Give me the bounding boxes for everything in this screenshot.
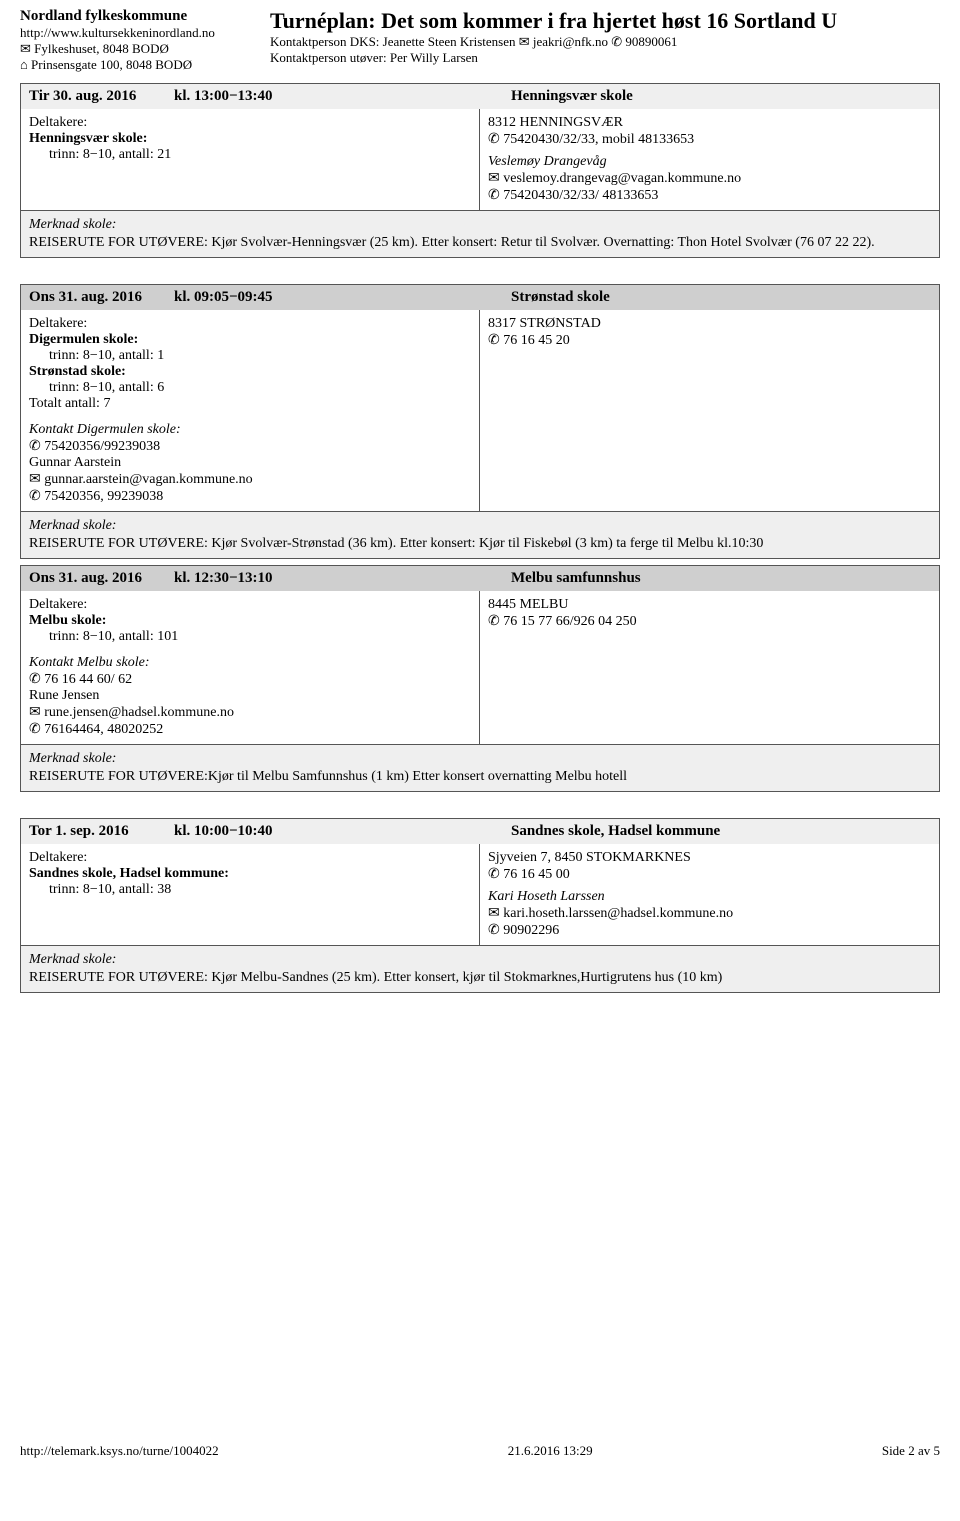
venue-address: 8445 MELBU <box>488 597 931 613</box>
event-venue: 8445 MELBU ✆ 76 15 77 66/926 04 250 <box>480 591 939 744</box>
participants-label: Deltakere: <box>29 316 471 332</box>
venue-phone: ✆ 76 16 45 00 <box>488 866 931 883</box>
participants-label: Deltakere: <box>29 850 471 866</box>
org-info: Nordland fylkeskommune http://www.kultur… <box>20 8 240 73</box>
note-label: Merknad skole: <box>29 518 931 534</box>
contact-person-email: ✉ kari.hoseth.larssen@hadsel.kommune.no <box>488 905 931 922</box>
school-detail: trinn: 8−10, antall: 38 <box>29 882 471 898</box>
school-contact-email: ✉ rune.jensen@hadsel.kommune.no <box>29 704 471 721</box>
main-title: Turnéplan: Det som kommer i fra hjertet … <box>270 8 940 34</box>
footer-page: Side 2 av 5 <box>882 1443 940 1459</box>
event-location: Melbu samfunnshus <box>511 570 931 587</box>
title-block: Turnéplan: Det som kommer i fra hjertet … <box>240 8 940 73</box>
school-name: Sandnes skole, Hadsel kommune: <box>29 866 471 882</box>
event-body: Deltakere: Henningsvær skole: trinn: 8−1… <box>21 109 939 210</box>
note-text: REISERUTE FOR UTØVERE: Kjør Svolvær-Henn… <box>29 235 931 251</box>
event-participants: Deltakere: Henningsvær skole: trinn: 8−1… <box>21 109 480 210</box>
event-date: Tir 30. aug. 2016 <box>29 88 174 105</box>
note-text: REISERUTE FOR UTØVERE:Kjør til Melbu Sam… <box>29 769 931 785</box>
school-contact-phone2: ✆ 76164464, 48020252 <box>29 721 471 738</box>
event-note: Merknad skole: REISERUTE FOR UTØVERE: Kj… <box>21 210 939 257</box>
school-name: Strønstad skole: <box>29 364 471 380</box>
note-label: Merknad skole: <box>29 952 931 968</box>
school-detail: trinn: 8−10, antall: 6 <box>29 380 471 396</box>
participants-label: Deltakere: <box>29 597 471 613</box>
document-header: Nordland fylkeskommune http://www.kultur… <box>20 8 940 73</box>
school-contact-phone: ✆ 75420356/99239038 <box>29 438 471 455</box>
school-detail: trinn: 8−10, antall: 101 <box>29 629 471 645</box>
event-block: Tor 1. sep. 2016 kl. 10:00−10:40 Sandnes… <box>20 818 940 993</box>
event-venue: 8317 STRØNSTAD ✆ 76 16 45 20 <box>480 310 939 511</box>
event-block: Ons 31. aug. 2016 kl. 12:30−13:10 Melbu … <box>20 565 940 792</box>
footer-url: http://telemark.ksys.no/turne/1004022 <box>20 1443 219 1459</box>
school-name: Digermulen skole: <box>29 332 471 348</box>
event-venue: Sjyveien 7, 8450 STOKMARKNES ✆ 76 16 45 … <box>480 844 939 945</box>
event-date: Ons 31. aug. 2016 <box>29 570 174 587</box>
footer-date: 21.6.2016 13:29 <box>508 1443 593 1459</box>
note-label: Merknad skole: <box>29 217 931 233</box>
school-name: Henningsvær skole: <box>29 131 471 147</box>
event-participants: Deltakere: Melbu skole: trinn: 8−10, ant… <box>21 591 480 744</box>
school-contact-name: Rune Jensen <box>29 688 471 704</box>
org-address-2: ⌂ Prinsensgate 100, 8048 BODØ <box>20 57 240 73</box>
venue-phone: ✆ 76 15 77 66/926 04 250 <box>488 613 931 630</box>
contact-person-name: Veslemøy Drangevåg <box>488 154 931 170</box>
contact-person-name: Kari Hoseth Larssen <box>488 889 931 905</box>
event-body: Deltakere: Melbu skole: trinn: 8−10, ant… <box>21 591 939 744</box>
event-venue: 8312 HENNINGSVÆR ✆ 75420430/32/33, mobil… <box>480 109 939 210</box>
event-block: Ons 31. aug. 2016 kl. 09:05−09:45 Strøns… <box>20 284 940 559</box>
org-name: Nordland fylkeskommune <box>20 8 240 25</box>
note-label: Merknad skole: <box>29 751 931 767</box>
event-time: kl. 13:00−13:40 <box>174 88 511 105</box>
event-body: Deltakere: Digermulen skole: trinn: 8−10… <box>21 310 939 511</box>
event-header: Ons 31. aug. 2016 kl. 09:05−09:45 Strøns… <box>21 285 939 310</box>
page-footer: http://telemark.ksys.no/turne/1004022 21… <box>20 1443 940 1459</box>
event-location: Sandnes skole, Hadsel kommune <box>511 823 931 840</box>
school-contact-name: Gunnar Aarstein <box>29 455 471 471</box>
event-date: Tor 1. sep. 2016 <box>29 823 174 840</box>
venue-address: 8317 STRØNSTAD <box>488 316 931 332</box>
venue-phone: ✆ 76 16 45 20 <box>488 332 931 349</box>
contact-person-phone: ✆ 75420430/32/33/ 48133653 <box>488 187 931 204</box>
event-block: Tir 30. aug. 2016 kl. 13:00−13:40 Hennin… <box>20 83 940 258</box>
contact-performer: Kontaktperson utøver: Per Willy Larsen <box>270 50 940 66</box>
contact-person-email: ✉ veslemoy.drangevag@vagan.kommune.no <box>488 170 931 187</box>
event-participants: Deltakere: Sandnes skole, Hadsel kommune… <box>21 844 480 945</box>
school-contact-phone2: ✆ 75420356, 99239038 <box>29 488 471 505</box>
school-detail: trinn: 8−10, antall: 21 <box>29 147 471 163</box>
contact-person-phone: ✆ 90902296 <box>488 922 931 939</box>
total-count: Totalt antall: 7 <box>29 396 471 412</box>
school-contact-phone: ✆ 76 16 44 60/ 62 <box>29 671 471 688</box>
event-note: Merknad skole: REISERUTE FOR UTØVERE:Kjø… <box>21 744 939 791</box>
school-contact-title: Kontakt Melbu skole: <box>29 655 471 671</box>
note-text: REISERUTE FOR UTØVERE: Kjør Melbu-Sandne… <box>29 970 931 986</box>
school-contact-title: Kontakt Digermulen skole: <box>29 422 471 438</box>
org-address-1: ✉ Fylkeshuset, 8048 BODØ <box>20 41 240 57</box>
event-location: Henningsvær skole <box>511 88 931 105</box>
event-header: Tir 30. aug. 2016 kl. 13:00−13:40 Hennin… <box>21 84 939 109</box>
event-time: kl. 09:05−09:45 <box>174 289 511 306</box>
school-contact-email: ✉ gunnar.aarstein@vagan.kommune.no <box>29 471 471 488</box>
venue-phone: ✆ 75420430/32/33, mobil 48133653 <box>488 131 931 148</box>
event-time: kl. 12:30−13:10 <box>174 570 511 587</box>
contact-dks: Kontaktperson DKS: Jeanette Steen Kriste… <box>270 34 940 50</box>
event-note: Merknad skole: REISERUTE FOR UTØVERE: Kj… <box>21 945 939 992</box>
venue-address: 8312 HENNINGSVÆR <box>488 115 931 131</box>
school-name: Melbu skole: <box>29 613 471 629</box>
venue-address: Sjyveien 7, 8450 STOKMARKNES <box>488 850 931 866</box>
event-header: Ons 31. aug. 2016 kl. 12:30−13:10 Melbu … <box>21 566 939 591</box>
event-location: Strønstad skole <box>511 289 931 306</box>
school-detail: trinn: 8−10, antall: 1 <box>29 348 471 364</box>
event-date: Ons 31. aug. 2016 <box>29 289 174 306</box>
event-participants: Deltakere: Digermulen skole: trinn: 8−10… <box>21 310 480 511</box>
event-time: kl. 10:00−10:40 <box>174 823 511 840</box>
event-header: Tor 1. sep. 2016 kl. 10:00−10:40 Sandnes… <box>21 819 939 844</box>
event-body: Deltakere: Sandnes skole, Hadsel kommune… <box>21 844 939 945</box>
participants-label: Deltakere: <box>29 115 471 131</box>
org-url: http://www.kultursekkeninordland.no <box>20 25 240 41</box>
event-note: Merknad skole: REISERUTE FOR UTØVERE: Kj… <box>21 511 939 558</box>
note-text: REISERUTE FOR UTØVERE: Kjør Svolvær-Strø… <box>29 536 931 552</box>
